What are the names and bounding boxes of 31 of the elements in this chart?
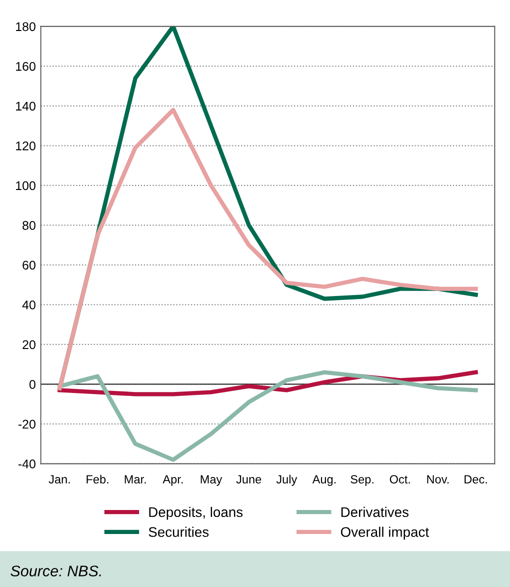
x-tick-label: Dec. (464, 475, 487, 484)
legend-label: Derivatives (341, 506, 408, 518)
x-tick-label: Mar. (124, 475, 146, 484)
x-tick-label: June (236, 475, 262, 484)
y-tick-label: 0 (29, 380, 36, 389)
y-tick-label: 160 (16, 62, 36, 71)
y-tick-label: -40 (18, 460, 36, 468)
x-tick-label: Apr. (162, 475, 183, 486)
source-note: Source: NBS. (10, 566, 101, 576)
y-tick-label: 80 (22, 220, 36, 230)
line-series (58, 108, 478, 390)
y-tick-label: 40 (22, 300, 36, 310)
legend-label: Securities (148, 526, 209, 537)
x-tick-label: July (276, 474, 298, 486)
y-tick-label: 180 (16, 22, 36, 32)
y-tick-label: 120 (16, 141, 36, 150)
legend-label: Overall impact (340, 526, 429, 540)
x-tick-label: May (200, 475, 222, 486)
x-tick-label: Oct. (390, 475, 410, 484)
y-tick-label: 20 (22, 340, 36, 350)
x-tick-label: Sep. (350, 475, 374, 486)
y-tick-label: 100 (16, 181, 36, 190)
legend-label: Deposits, loans (149, 506, 243, 520)
x-tick-label: Jan. (48, 475, 70, 484)
y-tick-label: -20 (18, 420, 36, 429)
x-tick-label: Aug. (312, 475, 336, 486)
y-tick-label: 140 (16, 102, 36, 111)
line-series (58, 370, 478, 462)
x-tick-label: Feb. (86, 474, 108, 484)
y-tick-label: 60 (22, 260, 36, 270)
x-tick-label: Nov. (427, 475, 449, 484)
